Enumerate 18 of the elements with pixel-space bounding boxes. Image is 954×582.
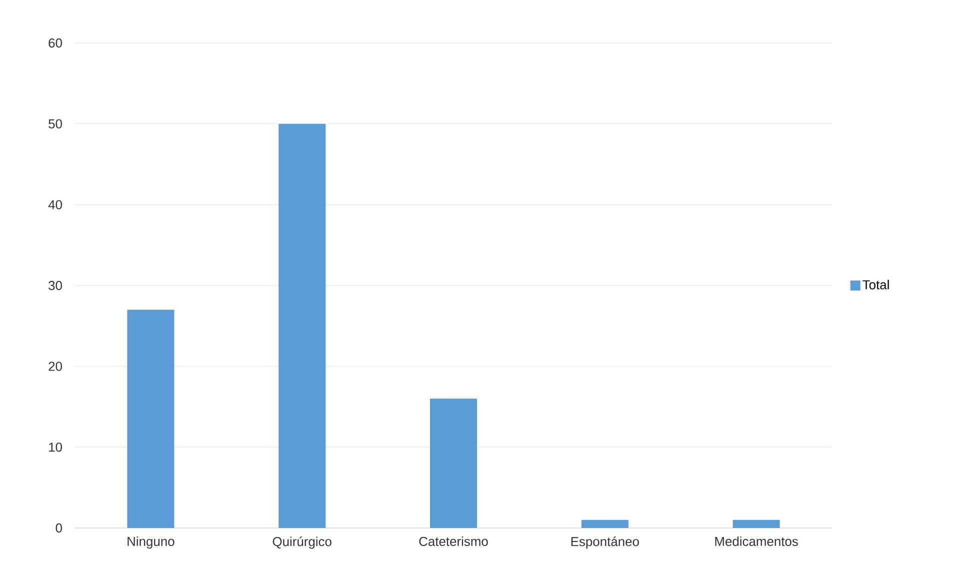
x-tick-label: Quirúrgico [272, 536, 332, 549]
y-tick-label: 60 [48, 38, 62, 48]
x-tick-label: Ninguno [128, 536, 174, 549]
x-tick-label: Cateterismo [419, 536, 488, 546]
legend-label: Total [862, 280, 889, 290]
x-tick-label: Medicamentos [715, 536, 798, 546]
x-tick-label: Espontáneo [571, 536, 639, 549]
y-tick-label: 20 [48, 362, 62, 371]
y-tick-label: 30 [48, 280, 62, 290]
y-tick-label: 10 [49, 442, 62, 452]
bar [732, 520, 780, 528]
y-tick-label: 0 [56, 523, 62, 533]
bar [278, 124, 326, 528]
bar [581, 520, 628, 528]
y-tick-label: 40 [48, 200, 62, 210]
bar [127, 310, 174, 528]
y-tick-label: 50 [48, 119, 62, 128]
bar [430, 398, 478, 528]
